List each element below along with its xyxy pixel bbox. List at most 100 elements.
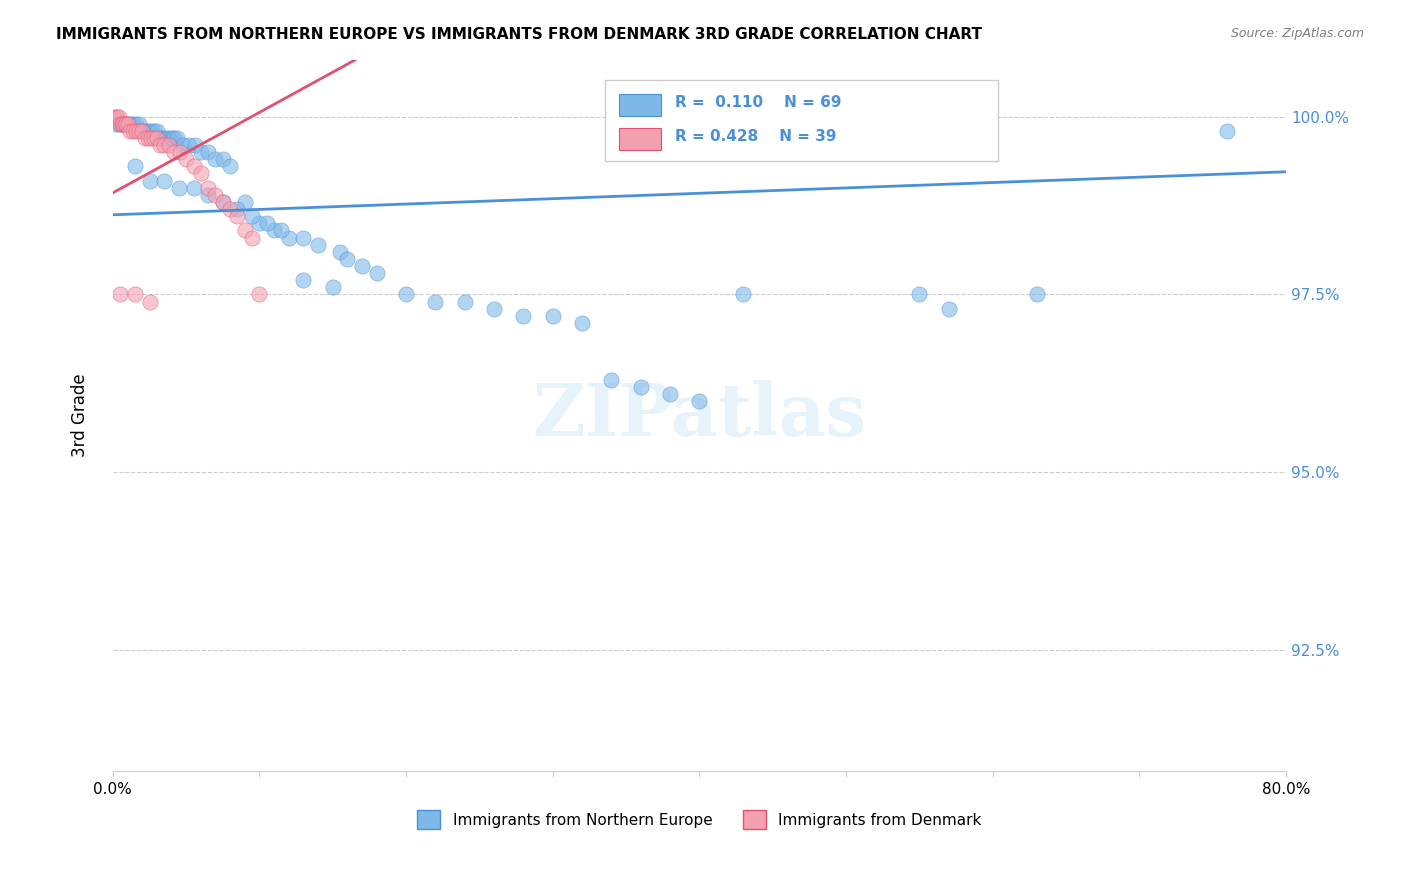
Immigrants from Northern Europe: [134, 124, 156, 138]
Immigrants from Northern Europe: [1216, 124, 1239, 138]
Immigrants from Northern Europe: [352, 259, 374, 273]
Immigrants from Denmark: [112, 117, 135, 131]
Immigrants from Northern Europe: [292, 230, 315, 244]
Immigrants from Denmark: [128, 124, 150, 138]
Immigrants from Denmark: [124, 287, 146, 301]
Immigrants from Denmark: [107, 110, 129, 124]
Immigrants from Northern Europe: [256, 216, 278, 230]
Immigrants from Northern Europe: [600, 373, 623, 387]
Immigrants from Denmark: [120, 124, 142, 138]
Immigrants from Northern Europe: [149, 131, 172, 145]
Immigrants from Denmark: [111, 117, 134, 131]
Immigrants from Northern Europe: [163, 131, 186, 145]
Immigrants from Northern Europe: [131, 124, 153, 138]
Immigrants from Northern Europe: [425, 294, 447, 309]
Immigrants from Northern Europe: [1025, 287, 1047, 301]
Immigrants from Northern Europe: [172, 138, 194, 153]
Immigrants from Northern Europe: [211, 194, 233, 209]
Immigrants from Northern Europe: [138, 173, 160, 187]
Text: ZIPatlas: ZIPatlas: [533, 380, 866, 451]
Immigrants from Northern Europe: [160, 131, 183, 145]
Immigrants from Northern Europe: [128, 117, 150, 131]
Immigrants from Denmark: [226, 209, 249, 223]
Immigrants from Northern Europe: [688, 394, 710, 409]
Immigrants from Denmark: [249, 287, 271, 301]
Immigrants from Denmark: [136, 131, 159, 145]
Immigrants from Denmark: [104, 110, 127, 124]
Immigrants from Denmark: [115, 117, 138, 131]
Immigrants from Northern Europe: [292, 273, 315, 287]
Immigrants from Denmark: [169, 145, 191, 160]
Immigrants from Denmark: [117, 117, 139, 131]
Immigrants from Denmark: [114, 117, 136, 131]
Immigrants from Northern Europe: [307, 237, 329, 252]
Immigrants from Northern Europe: [512, 309, 534, 323]
Immigrants from Northern Europe: [482, 301, 505, 316]
Immigrants from Northern Europe: [122, 117, 145, 131]
Immigrants from Denmark: [163, 145, 186, 160]
Immigrants from Denmark: [153, 138, 176, 153]
Immigrants from Northern Europe: [190, 145, 212, 160]
Immigrants from Denmark: [103, 110, 125, 124]
Immigrants from Denmark: [190, 166, 212, 180]
Immigrants from Northern Europe: [139, 124, 162, 138]
Immigrants from Northern Europe: [336, 252, 359, 266]
Immigrants from Northern Europe: [908, 287, 931, 301]
Immigrants from Northern Europe: [177, 138, 200, 153]
Immigrants from Denmark: [138, 294, 160, 309]
Immigrants from Northern Europe: [184, 138, 207, 153]
Immigrants from Denmark: [142, 131, 165, 145]
Immigrants from Denmark: [108, 287, 131, 301]
Immigrants from Northern Europe: [146, 124, 169, 138]
Immigrants from Denmark: [204, 187, 226, 202]
Immigrants from Northern Europe: [270, 223, 292, 237]
Immigrants from Northern Europe: [167, 180, 190, 194]
Text: IMMIGRANTS FROM NORTHERN EUROPE VS IMMIGRANTS FROM DENMARK 3RD GRADE CORRELATION: IMMIGRANTS FROM NORTHERN EUROPE VS IMMIG…: [56, 27, 983, 42]
Immigrants from Northern Europe: [124, 160, 146, 174]
Immigrants from Northern Europe: [111, 117, 134, 131]
Immigrants from Denmark: [146, 131, 169, 145]
Immigrants from Northern Europe: [366, 266, 388, 280]
Immigrants from Northern Europe: [322, 280, 344, 294]
Legend: Immigrants from Northern Europe, Immigrants from Denmark: Immigrants from Northern Europe, Immigra…: [412, 804, 987, 835]
Immigrants from Northern Europe: [240, 209, 263, 223]
Immigrants from Northern Europe: [155, 131, 177, 145]
Immigrants from Denmark: [240, 230, 263, 244]
Y-axis label: 3rd Grade: 3rd Grade: [72, 374, 89, 458]
Immigrants from Northern Europe: [107, 117, 129, 131]
Immigrants from Northern Europe: [454, 294, 477, 309]
Immigrants from Northern Europe: [541, 309, 564, 323]
Immigrants from Northern Europe: [197, 145, 219, 160]
Immigrants from Northern Europe: [277, 230, 299, 244]
Immigrants from Northern Europe: [125, 117, 148, 131]
Immigrants from Northern Europe: [233, 194, 256, 209]
Immigrants from Northern Europe: [142, 124, 165, 138]
Immigrants from Denmark: [211, 194, 233, 209]
Immigrants from Denmark: [157, 138, 180, 153]
Immigrants from Northern Europe: [395, 287, 418, 301]
Immigrants from Northern Europe: [938, 301, 960, 316]
Text: R =  0.110    N = 69: R = 0.110 N = 69: [675, 95, 841, 110]
Immigrants from Denmark: [108, 117, 131, 131]
Immigrants from Northern Europe: [153, 173, 176, 187]
Immigrants from Denmark: [131, 124, 153, 138]
Immigrants from Denmark: [105, 110, 128, 124]
Immigrants from Northern Europe: [157, 131, 180, 145]
Immigrants from Northern Europe: [152, 131, 174, 145]
Immigrants from Northern Europe: [117, 117, 139, 131]
Immigrants from Northern Europe: [249, 216, 271, 230]
Immigrants from Denmark: [149, 138, 172, 153]
Immigrants from Northern Europe: [114, 117, 136, 131]
Immigrants from Northern Europe: [166, 131, 188, 145]
Immigrants from Northern Europe: [219, 160, 242, 174]
Immigrants from Denmark: [183, 160, 205, 174]
Immigrants from Northern Europe: [183, 180, 205, 194]
Immigrants from Northern Europe: [226, 202, 249, 216]
Immigrants from Northern Europe: [197, 187, 219, 202]
Immigrants from Northern Europe: [104, 117, 127, 131]
Immigrants from Northern Europe: [571, 316, 593, 330]
Text: Source: ZipAtlas.com: Source: ZipAtlas.com: [1230, 27, 1364, 40]
Immigrants from Northern Europe: [211, 153, 233, 167]
Immigrants from Denmark: [122, 124, 145, 138]
Immigrants from Northern Europe: [733, 287, 755, 301]
